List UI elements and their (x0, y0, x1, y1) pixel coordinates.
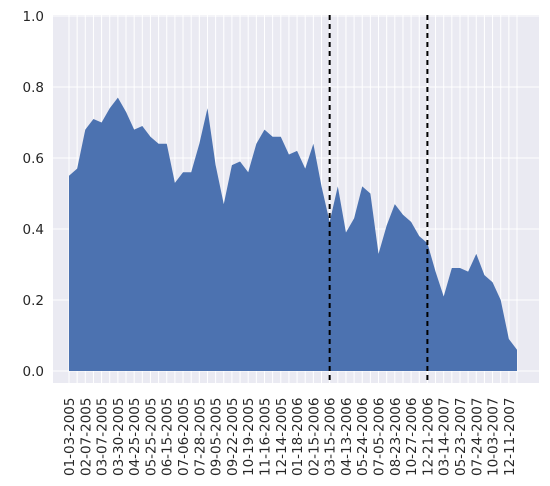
x-tick-label: 04-13-2006 (339, 398, 355, 476)
x-tick-label: 01-18-2006 (290, 398, 306, 476)
x-tick-label: 11-16-2005 (257, 398, 273, 476)
y-tick-label: 0.6 (23, 151, 44, 167)
y-tick-label: 0.0 (23, 364, 44, 380)
x-tick-label: 03-30-2005 (111, 398, 127, 476)
x-tick-label: 12-14-2005 (274, 398, 290, 476)
x-tick-label: 09-05-2005 (209, 398, 225, 476)
x-tick-label: 07-05-2006 (372, 398, 388, 476)
x-tick-label: 02-07-2005 (78, 398, 94, 476)
x-tick-label: 05-24-2006 (355, 398, 371, 476)
y-tick-label: 0.4 (23, 222, 44, 238)
reference-lines (328, 15, 429, 383)
y-tick-label: 1.0 (23, 9, 44, 25)
x-tick-label: 12-21-2006 (420, 398, 436, 476)
x-axis-ticks: 01-03-2005 02-07-2005 03-07-2005 03-30-2005… (62, 398, 518, 476)
x-tick-label: 07-06-2005 (176, 398, 192, 476)
x-tick-label: 10-03-2007 (486, 398, 502, 476)
x-tick-label: 04-25-2005 (127, 398, 143, 476)
x-tick-label: 08-23-2006 (388, 398, 404, 476)
x-tick-label: 07-24-2007 (469, 398, 485, 476)
y-tick-label: 0.2 (23, 293, 44, 309)
x-tick-label: 03-07-2005 (95, 398, 111, 476)
x-tick-label: 03-14-2007 (437, 398, 453, 476)
x-tick-label: 12-11-2007 (502, 398, 518, 476)
x-tick-label: 10-19-2005 (241, 398, 257, 476)
x-tick-label: 06-15-2005 (160, 398, 176, 476)
x-tick-label: 07-28-2005 (192, 398, 208, 476)
y-tick-label: 0.8 (23, 80, 44, 96)
data-area (69, 97, 517, 372)
y-axis-ticks: 0.0 0.2 0.4 0.6 0.8 1.0 (23, 9, 44, 380)
x-tick-label: 01-03-2005 (62, 398, 78, 476)
x-tick-label: 05-25-2005 (143, 398, 159, 476)
x-tick-label: 03-15-2006 (323, 398, 339, 476)
x-tick-label: 05-23-2007 (453, 398, 469, 476)
x-tick-label: 02-15-2006 (306, 398, 322, 476)
x-tick-label: 09-22-2005 (225, 398, 241, 476)
x-tick-label: 10-27-2006 (404, 398, 420, 476)
